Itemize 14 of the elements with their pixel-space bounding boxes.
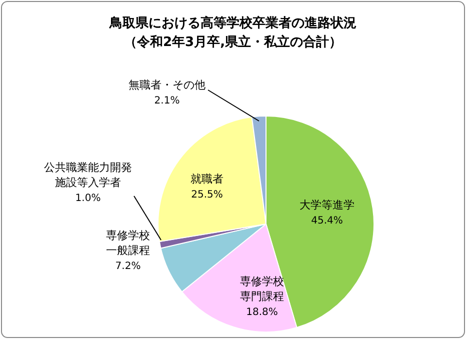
data-label: 7.2% [115,261,141,272]
data-label: 18.8% [246,307,278,318]
slice-label: 専修学校専門課程 [240,275,284,303]
data-label: 25.5% [191,190,223,200]
slice-label: 無職者・その他 [128,78,206,92]
chart-title: 鳥取県における高等学校卒業者の進路状況 [108,15,356,31]
slice-label: 専修学校一般課程 [106,229,150,257]
slice-label: 公共職業能力開発施設等入学者 [44,161,132,189]
chart-subtitle: （令和2年3月卒,県立・私立の合計） [124,34,342,50]
slice-label: 大学等進学 [300,198,354,212]
slice-label: 就職者 [190,172,224,186]
data-label: 45.4% [311,216,343,226]
data-label: 2.1% [154,96,180,106]
data-label: 1.0% [75,193,101,204]
